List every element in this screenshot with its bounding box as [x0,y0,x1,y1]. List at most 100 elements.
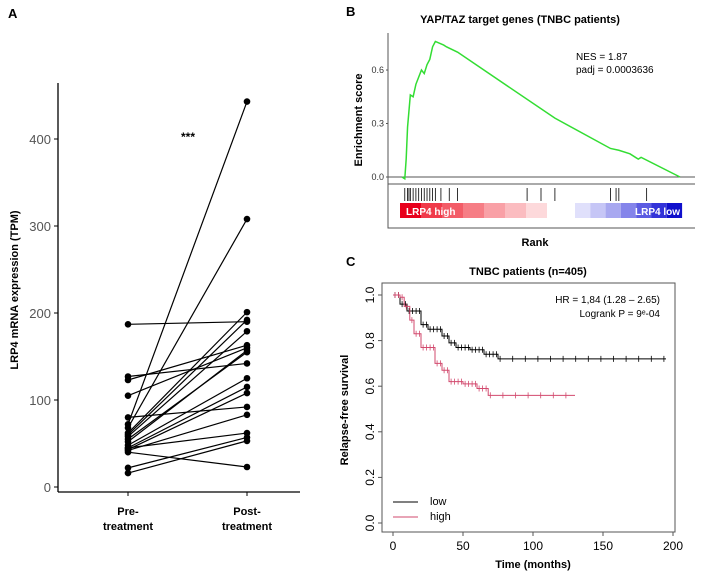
rank-bar-red-segment [463,203,484,218]
panel-a-ylabel: LRP4 mRNA expression (TPM) [9,210,21,369]
rank-bar-red-segment [505,203,526,218]
y-tick-label: 0.0 [371,172,384,182]
y-tick-label: 0.3 [371,119,384,129]
pair-line [127,101,248,425]
post-point [243,411,251,419]
post-point [243,316,251,324]
y-tick-label: 300 [29,219,51,234]
pre-point [124,392,132,399]
pre-point [124,469,132,477]
pair-line [127,319,248,436]
rank-bar-red-segment [400,203,421,218]
panel-b-title: YAP/TAZ target genes (TNBC patients) [420,14,620,26]
y-tick-label: 0.4 [363,423,377,440]
panel-b-padj: padj = 0.0003636 [576,65,654,76]
post-point [243,389,251,397]
y-tick-label: 0.0 [363,514,377,531]
panel-c-hr: HR = 1,84 (1.28 – 2.65) [555,295,660,306]
panel-b-ylabel: Enrichment score [353,74,365,167]
x-tick-label: 0 [390,539,397,553]
post-point [243,347,251,354]
panel-b-chart: YAP/TAZ target genes (TNBC patients) Enr… [353,14,695,249]
pre-point [124,424,132,432]
pair-line [127,432,248,449]
pair-line [127,344,248,381]
pair-line [127,386,248,449]
rank-bar-blue-segment [590,203,606,218]
y-tick-label: 0.6 [363,378,377,395]
pair-line [127,440,248,474]
x-tick-label: Post- [233,506,261,518]
post-point [243,403,251,411]
rank-bar-blue-segment [605,203,621,218]
rank-bar-red-segment [526,203,547,218]
pre-point [124,376,132,384]
post-point [243,437,251,445]
panel-label-b: B [346,4,355,19]
panel-label-c: C [346,254,356,269]
pair-line [127,414,248,452]
post-point [243,98,251,105]
panel-c-ylabel: Relapse-free survival [339,355,351,466]
y-tick-label: 0 [44,480,51,495]
rank-bar-red-segment [484,203,505,218]
y-tick-label: 0.8 [363,332,377,349]
bar-label-high: LRP4 high [406,207,455,218]
y-tick-label: 0.2 [363,469,377,486]
y-tick-label: 100 [29,393,51,408]
bar-label-low: LRP4 low [635,207,680,218]
post-point [243,215,251,223]
x-tick-label: 150 [593,539,613,553]
pair-line [127,347,248,397]
pre-point [124,321,132,328]
post-point [243,463,251,471]
plot-frame [387,33,695,229]
rank-bar-red-segment [421,203,442,218]
rank-bar-red-segment [442,203,463,218]
pair-line [127,218,248,429]
enrichment-curve [401,40,681,181]
rank-bar-blue-segment [620,203,637,218]
x-tick-label: Pre- [117,506,139,518]
legend-label-high: high [430,511,451,523]
y-tick-label: 1.0 [363,286,377,303]
x-tick-label: 200 [663,539,683,553]
panel-b-xlabel: Rank [522,237,550,249]
rank-bar-blue-segment [651,203,667,218]
post-point [243,327,251,335]
pair-line [127,377,248,446]
x-tick-label: treatment [103,521,153,533]
post-point [243,383,251,391]
panel-c-logrank: Logrank P = 9ᵉ-04 [579,309,660,320]
y-tick-label: 400 [29,132,51,147]
survival-curve-high [393,294,575,396]
x-tick-label: treatment [222,521,272,533]
rank-bar-blue-segment [666,203,683,218]
plot-frame [381,282,676,533]
pair-line [127,330,248,437]
pair-line [127,436,248,469]
rank-bar-blue-segment [636,203,652,218]
x-tick-label: 50 [456,539,470,553]
post-point [243,360,251,367]
pair-line [127,311,248,434]
panel-b-nes: NES = 1.87 [576,52,628,63]
panel-a-chart: LRP4 mRNA expression (TPM) *** 0 100 200 30… [9,83,300,533]
post-point [243,374,251,382]
pair-line [127,451,248,468]
rank-bar-blue-segment [575,203,591,218]
panel-a-annotation: *** [181,130,195,144]
panel-c-title: TNBC patients (n=405) [469,266,587,278]
legend-label-low: low [430,496,447,508]
pair-line [127,392,248,451]
panel-c-xlabel: Time (months) [495,559,571,571]
panel-c-chart: TNBC patients (n=405) Relapse-free survi… [339,266,683,571]
post-point [243,308,251,316]
y-tick-label: 200 [29,306,51,321]
pair-line [127,349,248,443]
post-point [243,429,251,437]
pre-point [124,464,132,472]
x-tick-label: 100 [523,539,543,553]
survival-curve-low [393,294,666,360]
